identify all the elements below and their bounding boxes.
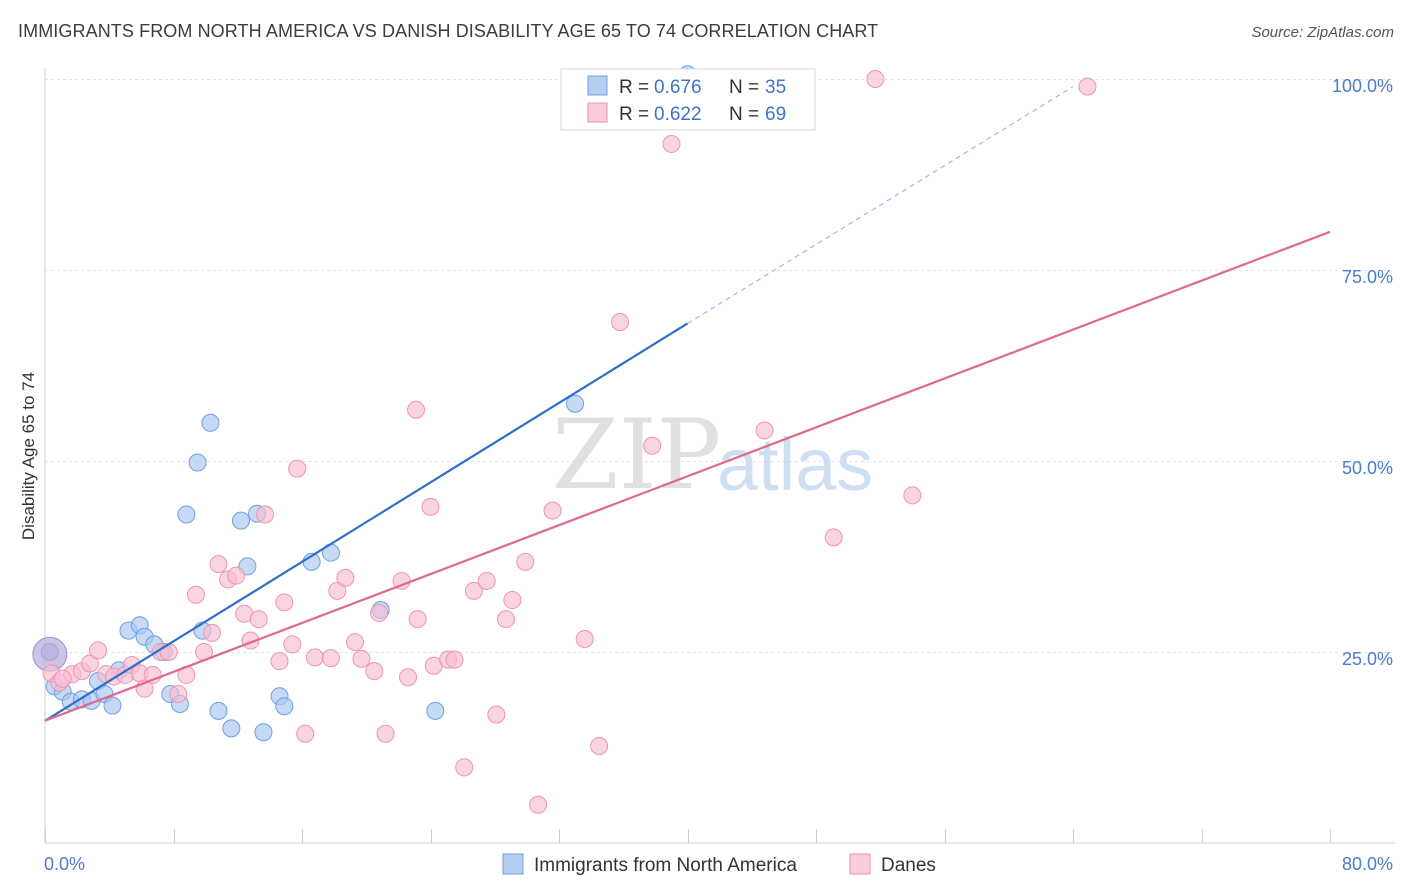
danes-point-67 <box>1078 77 1097 96</box>
immigrants-point-33 <box>566 394 585 413</box>
danes-point-55 <box>516 552 535 571</box>
trend-lines <box>44 86 1331 722</box>
danes-point-30 <box>288 459 307 478</box>
x-tick-label-min: 0.0% <box>44 854 85 874</box>
danes-point-57 <box>543 501 562 520</box>
immigrants-point-28 <box>275 697 294 716</box>
legend-n-label-1: N = <box>729 104 759 125</box>
y-tick-labels: 25.0% 50.0% 75.0% 100.0% <box>1332 76 1393 669</box>
danes-point-36 <box>346 633 365 652</box>
danes-point-40 <box>376 724 395 743</box>
legend-r-value-0: 0.676 <box>654 77 702 98</box>
chart-title: IMMIGRANTS FROM NORTH AMERICA VS DANISH … <box>18 21 879 41</box>
y-tick-label-1: 50.0% <box>1342 458 1393 478</box>
danes-point-37 <box>352 649 371 668</box>
immigrants-point-23 <box>231 511 250 530</box>
danes-point-65 <box>866 70 885 88</box>
danes-point-4 <box>80 654 99 673</box>
danes-point-17 <box>186 585 205 604</box>
danes-point-25 <box>249 610 268 629</box>
trend-line-immigrants-extension <box>687 86 1074 324</box>
danes-point-49 <box>455 758 474 777</box>
danes-point-64 <box>824 528 843 547</box>
series-danes-points <box>42 70 1097 814</box>
danes-point-66 <box>903 486 922 505</box>
danes-point-22 <box>227 566 246 585</box>
danes-point-5 <box>89 641 108 660</box>
danes-point-28 <box>275 593 294 612</box>
danes-point-52 <box>487 705 506 724</box>
legend-bottom: Immigrants from North America Danes <box>502 853 936 876</box>
danes-point-56 <box>529 795 548 814</box>
immigrants-point-21 <box>209 701 228 720</box>
immigrants-point-22 <box>222 719 241 738</box>
legend-swatch-immigrants <box>587 75 608 96</box>
x-ticks <box>45 829 1331 843</box>
danes-point-53 <box>496 610 515 629</box>
danes-point-42 <box>399 668 418 687</box>
legend-n-value-1: 69 <box>765 104 786 125</box>
legend-n-label-0: N = <box>729 77 759 98</box>
danes-point-20 <box>209 555 228 574</box>
danes-point-51 <box>477 571 496 590</box>
danes-point-59 <box>590 736 609 755</box>
danes-point-15 <box>169 685 188 704</box>
danes-point-62 <box>662 134 681 153</box>
danes-point-63 <box>755 421 774 440</box>
danes-point-54 <box>503 591 522 610</box>
immigrants-point-26 <box>254 723 273 742</box>
danes-point-14 <box>159 643 178 661</box>
danes-point-61 <box>643 436 662 455</box>
legend-r-label-1: R = <box>619 104 649 125</box>
bottom-legend-label-immigrants: Immigrants from North America <box>534 855 797 876</box>
immigrants-point-18 <box>188 453 207 472</box>
legend-n-value-0: 35 <box>765 77 786 98</box>
legend-top: R = 0.676 N = 35 R = 0.622 N = 69 <box>560 68 816 131</box>
danes-point-45 <box>421 497 440 516</box>
bottom-legend-swatch-danes <box>849 853 871 875</box>
immigrants-point-32 <box>426 701 445 720</box>
bottom-legend-swatch-immigrants <box>502 853 524 875</box>
danes-point-26 <box>256 505 275 524</box>
y-axis-label: Disability Age 65 to 74 <box>19 372 38 540</box>
legend-r-label-0: R = <box>619 77 649 98</box>
y-tick-label-3: 100.0% <box>1332 76 1393 96</box>
danes-point-50 <box>464 581 483 600</box>
watermark-atlas: atlas <box>717 423 873 506</box>
danes-point-29 <box>283 635 302 654</box>
x-tick-label-max: 80.0% <box>1342 854 1393 874</box>
legend-swatch-danes <box>587 102 608 123</box>
immigrants-point-17 <box>177 505 196 524</box>
trend-line-danes <box>44 230 1331 722</box>
immigrants-point-20 <box>201 413 220 432</box>
danes-point-32 <box>305 648 324 667</box>
danes-point-68 <box>53 669 72 688</box>
legend-r-value-1: 0.622 <box>654 104 702 125</box>
y-tick-label-0: 25.0% <box>1342 649 1393 669</box>
y-tick-label-2: 75.0% <box>1342 267 1393 287</box>
danes-point-39 <box>370 604 389 623</box>
danes-point-58 <box>575 630 594 649</box>
danes-point-44 <box>407 400 426 419</box>
danes-point-31 <box>296 724 315 743</box>
danes-point-27 <box>270 652 289 671</box>
danes-point-33 <box>321 649 340 668</box>
danes-point-48 <box>445 650 464 669</box>
bottom-legend-label-danes: Danes <box>881 855 936 876</box>
watermark-zip: ZIP <box>552 399 721 511</box>
danes-point-34 <box>328 581 347 600</box>
danes-point-19 <box>203 623 222 642</box>
danes-point-38 <box>365 662 384 681</box>
danes-point-35 <box>336 568 355 587</box>
trend-line-immigrants <box>44 322 689 722</box>
danes-point-43 <box>408 610 427 629</box>
source-label: Source: ZipAtlas.com <box>1251 24 1394 41</box>
danes-point-60 <box>611 312 630 331</box>
immigrants-point-8 <box>103 696 122 715</box>
